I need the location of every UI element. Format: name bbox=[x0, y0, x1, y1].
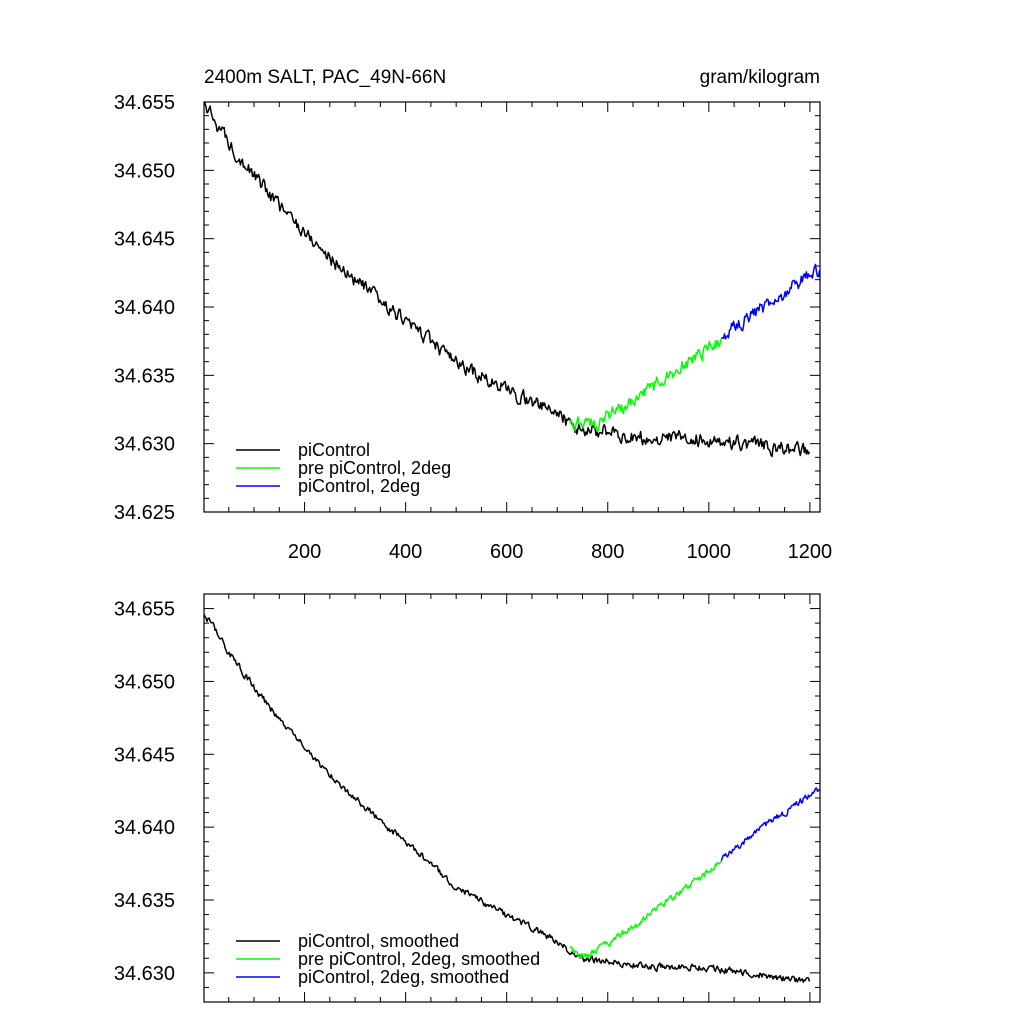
y-tick-label: 34.625 bbox=[114, 502, 175, 524]
x-tick-label: 800 bbox=[591, 541, 624, 563]
series-line-0 bbox=[203, 614, 811, 983]
y-tick-labels: 34.625 34.630 34.635 34.640 34.645 34.650 34.6… bbox=[114, 92, 175, 524]
panel-title-left: 2400m SALT, PAC_49N-66N bbox=[204, 67, 446, 88]
panel-title-right: gram/kilogram bbox=[700, 67, 820, 88]
y-tick-label: 34.645 bbox=[114, 744, 175, 766]
x-tick-label: 1200 bbox=[788, 541, 833, 563]
series-line-1 bbox=[569, 860, 723, 959]
y-tick-label: 34.640 bbox=[114, 817, 175, 839]
y-tick-label: 34.650 bbox=[114, 160, 175, 182]
legend-label: pre piControl, 2deg bbox=[298, 458, 451, 478]
y-tick-label: 34.630 bbox=[114, 963, 175, 985]
y-tick-label: 34.655 bbox=[114, 92, 175, 114]
x-tick-label: 600 bbox=[490, 541, 523, 563]
legend-label: pre piControl, 2deg, smoothed bbox=[298, 949, 540, 969]
y-tick-label: 34.645 bbox=[114, 229, 175, 251]
legend-label: piControl, smoothed bbox=[298, 931, 459, 951]
y-tick-label: 34.655 bbox=[114, 599, 175, 621]
x-tick-labels: 200 400 600 800 1000 1200 bbox=[288, 541, 832, 563]
series-line-2 bbox=[721, 263, 821, 340]
legend-label: piControl, 2deg bbox=[298, 476, 420, 496]
y-tick-label: 34.650 bbox=[114, 671, 175, 693]
y-tick-labels: 34.630 34.635 34.640 34.645 34.650 34.655 bbox=[114, 599, 175, 985]
y-tick-label: 34.635 bbox=[114, 365, 175, 387]
y-tick-label: 34.640 bbox=[114, 297, 175, 319]
y-tick-label: 34.630 bbox=[114, 434, 175, 456]
series-lines bbox=[203, 614, 820, 983]
legend-label: piControl, 2deg, smoothed bbox=[298, 967, 509, 987]
axis-ticks bbox=[204, 593, 820, 1003]
series-line-1 bbox=[569, 338, 723, 432]
series-lines bbox=[203, 102, 821, 458]
y-tick-label: 34.635 bbox=[114, 890, 175, 912]
plot-frame bbox=[203, 101, 821, 513]
plot-frame bbox=[203, 593, 821, 1003]
series-line-0 bbox=[203, 102, 811, 458]
x-tick-label: 1000 bbox=[687, 541, 732, 563]
legend-label: piControl bbox=[298, 440, 370, 460]
x-tick-label: 200 bbox=[288, 541, 321, 563]
axis-ticks bbox=[204, 101, 820, 513]
series-line-2 bbox=[720, 787, 820, 861]
bottom-panel: 34.630 34.635 34.640 34.645 34.650 34.655 piC… bbox=[114, 593, 821, 1003]
top-panel: 2400m SALT, PAC_49N-66N gram/kilogram 34… bbox=[114, 67, 832, 563]
x-tick-label: 400 bbox=[389, 541, 422, 563]
